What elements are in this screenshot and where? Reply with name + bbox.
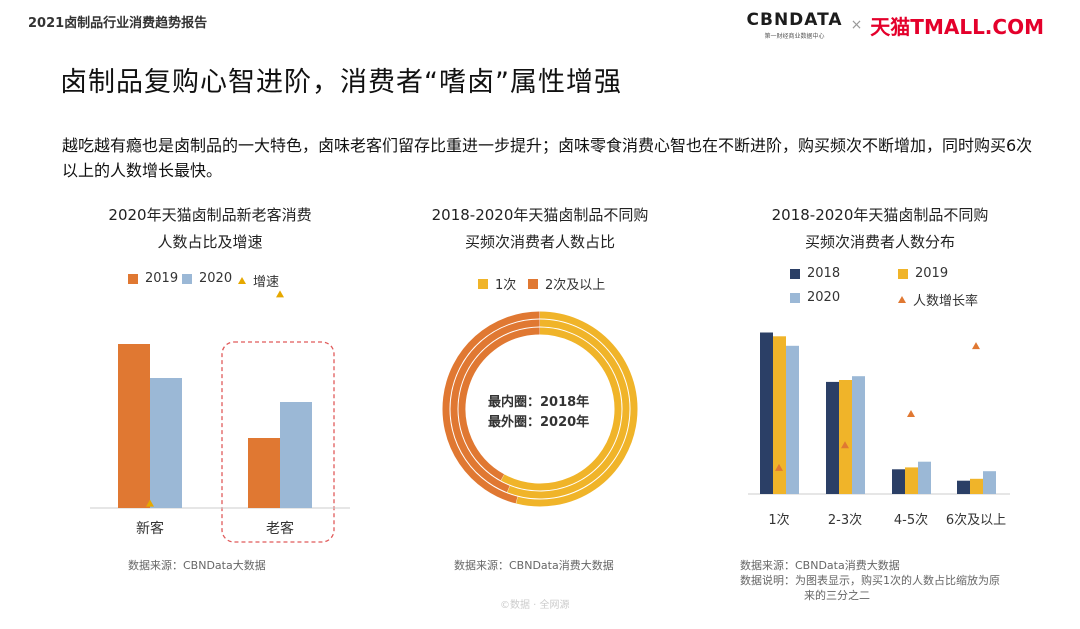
chart1-title-line2: 人数占比及增速 bbox=[157, 233, 263, 251]
chart3-bar-2-3次-2019 bbox=[839, 380, 852, 494]
chart3-legend-growth: 人数增长率 bbox=[898, 290, 978, 309]
chart3-legend-2019-label: 2019 bbox=[915, 266, 949, 281]
chart2-legend-once-swatch bbox=[478, 278, 488, 289]
ring-center-label-outer: 最外圈：2020年 bbox=[488, 415, 590, 430]
chart1-legend-2019-label: 2019 bbox=[145, 271, 179, 286]
chart1-legend-2019: 2019 bbox=[128, 271, 178, 286]
cbndata-logo: CBNDATA 第一财经商业数据中心 bbox=[747, 10, 843, 40]
chart3-bar-4-5次-2019 bbox=[905, 467, 918, 494]
chart3-source: 数据来源：CBNData消费大数据 数据说明：为图表显示，购买1次的人数占比缩放… bbox=[740, 558, 1000, 603]
ring-2020-segment-1次 bbox=[516, 311, 638, 507]
chart1-legend-growth: 增速 bbox=[238, 271, 279, 290]
page-description: 越吃越有瘾也是卤制品的一大特色，卤味老客们留存比重进一步提升；卤味零食消费心智也… bbox=[62, 136, 1033, 180]
chart3-legend-2020: 2020 bbox=[790, 290, 840, 305]
chart1-title: 2020年天猫卤制品新老客消费 人数占比及增速 bbox=[70, 202, 350, 256]
chart3-source-line2: 数据说明：为图表显示，购买1次的人数占比缩放为原 bbox=[740, 574, 1000, 587]
chart3-legend-2018: 2018 bbox=[790, 266, 840, 281]
chart3-legend-2019: 2019 bbox=[898, 266, 948, 281]
chart3-category-1次: 1次 bbox=[768, 512, 789, 528]
chart3-bar-6次及以上-2018 bbox=[957, 480, 970, 494]
chart2-source: 数据来源：CBNData消费大数据 bbox=[454, 559, 614, 572]
chart3-category-2-3次: 2-3次 bbox=[828, 512, 862, 528]
chart1-bar-老客-2019 bbox=[248, 438, 280, 508]
chart1-source: 数据来源：CBNData大数据 bbox=[128, 559, 266, 572]
chart3-source-line1: 数据来源：CBNData消费大数据 bbox=[740, 559, 900, 572]
chart2-legend-repeat-swatch bbox=[528, 278, 538, 289]
logo-times-sign: × bbox=[850, 17, 863, 33]
chart1-bar-老客-2020 bbox=[280, 402, 312, 508]
chart2-legend-repeat: 2次及以上 bbox=[528, 274, 605, 293]
chart3-legend-2020-swatch bbox=[790, 292, 800, 303]
chart3-bar-6次及以上-2019 bbox=[970, 478, 983, 494]
ring-center-label-inner: 最内圈：2018年 bbox=[488, 395, 590, 410]
chart1-legend-2020-label: 2020 bbox=[199, 271, 233, 286]
watermark: ©数据 · 全网源 bbox=[500, 600, 570, 611]
chart3-growth-marker-2-3次 bbox=[841, 441, 849, 449]
chart3-legend-2020-label: 2020 bbox=[807, 290, 841, 305]
ring-center-label: 最内圈：2018年 最外圈：2020年 bbox=[488, 393, 589, 433]
tmall-logo: 天猫TMALL.COM bbox=[870, 14, 1044, 39]
chart3-bar-2-3次-2020 bbox=[852, 376, 865, 494]
chart1-legend-growth-marker bbox=[238, 277, 246, 284]
chart1-growth-marker-新客 bbox=[146, 499, 154, 507]
chart3-legend-2018-swatch bbox=[790, 268, 800, 279]
chart2-legend-once-label: 1次 bbox=[495, 278, 517, 293]
chart1-title-line1: 2020年天猫卤制品新老客消费 bbox=[108, 206, 312, 224]
chart1-legend-2020-swatch bbox=[182, 273, 192, 284]
chart3-category-4-5次: 4-5次 bbox=[894, 512, 928, 528]
chart3-legend-2018-label: 2018 bbox=[807, 266, 841, 281]
chart1-growth-marker-老客 bbox=[276, 290, 284, 298]
chart3-bar-2-3次-2018 bbox=[826, 381, 839, 494]
chart3-source-line3: 来的三分之二 bbox=[804, 589, 870, 602]
chart1-legend-2020: 2020 bbox=[182, 271, 232, 286]
chart2-title-line2: 买频次消费者人数占比 bbox=[464, 233, 615, 251]
cbndata-logo-subtitle: 第一财经商业数据中心 bbox=[764, 33, 825, 40]
chart1-category-新客: 新客 bbox=[136, 520, 164, 537]
chart2-title-line1: 2018-2020年天猫卤制品不同购 bbox=[431, 206, 649, 224]
ring-2020-segment-2次及以上 bbox=[442, 311, 540, 504]
chart3-legend-2019-swatch bbox=[898, 268, 908, 279]
chart3-title-line1: 2018-2020年天猫卤制品不同购 bbox=[771, 206, 989, 224]
chart3-bar-6次及以上-2020 bbox=[983, 471, 996, 494]
chart3-bar-1次-2020 bbox=[786, 345, 799, 494]
header-logos: CBNDATA 第一财经商业数据中心 × 天猫TMALL.COM bbox=[747, 10, 1044, 40]
ring-2019-segment-2次及以上 bbox=[450, 319, 540, 493]
chart1-legend-growth-label: 增速 bbox=[253, 275, 280, 290]
ring-2018-segment-1次 bbox=[501, 327, 622, 491]
chart3-bar-1次-2018 bbox=[760, 332, 773, 494]
chart3-growth-marker-4-5次 bbox=[907, 409, 915, 417]
old-customer-highlight-box bbox=[221, 341, 335, 543]
ring-2019-segment-1次 bbox=[507, 319, 630, 499]
chart1-legend-2019-swatch bbox=[128, 273, 138, 284]
chart3-growth-marker-6次及以上 bbox=[972, 342, 980, 350]
report-title: 2021卤制品行业消费趋势报告 bbox=[28, 16, 208, 31]
chart2-legend-once: 1次 bbox=[478, 274, 516, 293]
chart1-bar-新客-2020 bbox=[150, 378, 182, 508]
chart3-title: 2018-2020年天猫卤制品不同购 买频次消费者人数分布 bbox=[740, 202, 1020, 256]
page-title: 卤制品复购心智进阶，消费者“嗜卤”属性增强 bbox=[60, 67, 622, 98]
chart2-title: 2018-2020年天猫卤制品不同购 买频次消费者人数占比 bbox=[400, 202, 680, 256]
chart1-category-老客: 老客 bbox=[266, 520, 294, 537]
cbndata-logo-text: CBNDATA bbox=[746, 10, 843, 30]
chart3-bar-4-5次-2020 bbox=[918, 461, 931, 494]
chart2-legend-repeat-label: 2次及以上 bbox=[545, 278, 606, 293]
chart3-category-6次及以上: 6次及以上 bbox=[946, 512, 1006, 528]
chart3-bar-1次-2019 bbox=[773, 336, 786, 494]
chart3-title-line2: 买频次消费者人数分布 bbox=[804, 233, 955, 251]
chart3-legend-growth-label: 人数增长率 bbox=[913, 294, 979, 309]
chart3-legend-growth-marker bbox=[898, 296, 906, 303]
chart3-bar-4-5次-2018 bbox=[892, 469, 905, 494]
ring-2018-segment-2次及以上 bbox=[458, 327, 540, 481]
chart1-bar-新客-2019 bbox=[118, 344, 150, 508]
chart3-growth-marker-1次 bbox=[775, 463, 783, 471]
